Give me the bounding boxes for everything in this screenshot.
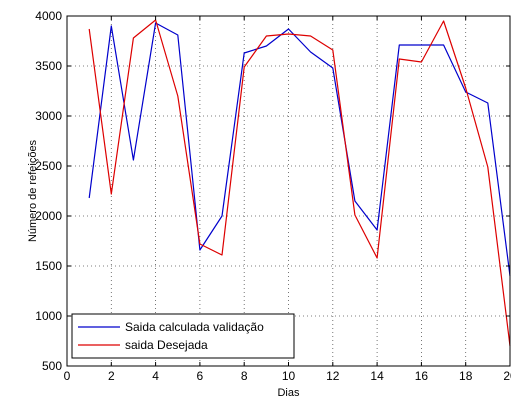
x-tick-label: 0 [64, 369, 71, 383]
x-tick-label: 12 [326, 369, 340, 383]
x-tick-label: 18 [459, 369, 473, 383]
series-line-desejada [88, 19, 511, 347]
x-tick-label: 8 [241, 369, 248, 383]
legend: Saida calculada validação saida Desejada [71, 313, 295, 359]
tick-labels: 0 2 4 6 8 10 12 14 16 18 20 500 1000 1500 2000 2500 3000… [35, 9, 511, 383]
x-tick-label: 20 [503, 369, 511, 383]
legend-label-calculada: Saida calculada validação [125, 320, 264, 334]
x-axis-label: Dias [277, 387, 300, 398]
x-tick-label: 16 [415, 369, 429, 383]
y-tick-label: 1000 [35, 309, 62, 323]
y-tick-label: 2000 [35, 209, 62, 223]
series-lines [88, 19, 511, 347]
x-tick-label: 14 [370, 369, 384, 383]
y-tick-label: 500 [42, 359, 62, 373]
series-line-calculada [88, 22, 511, 277]
x-tick-label: 6 [197, 369, 204, 383]
y-tick-label: 2500 [35, 159, 62, 173]
legend-label-desejada: saida Desejada [125, 338, 208, 352]
y-axis-label: Número de refeições [27, 139, 39, 242]
axis-ticks [66, 15, 511, 367]
x-tick-label: 4 [152, 369, 159, 383]
y-tick-label: 3000 [35, 109, 62, 123]
x-tick-label: 10 [282, 369, 296, 383]
y-tick-label: 1500 [35, 259, 62, 273]
x-tick-label: 2 [108, 369, 115, 383]
legend-box [71, 313, 295, 359]
y-tick-label: 3500 [35, 59, 62, 73]
y-tick-label: 4000 [35, 9, 62, 23]
